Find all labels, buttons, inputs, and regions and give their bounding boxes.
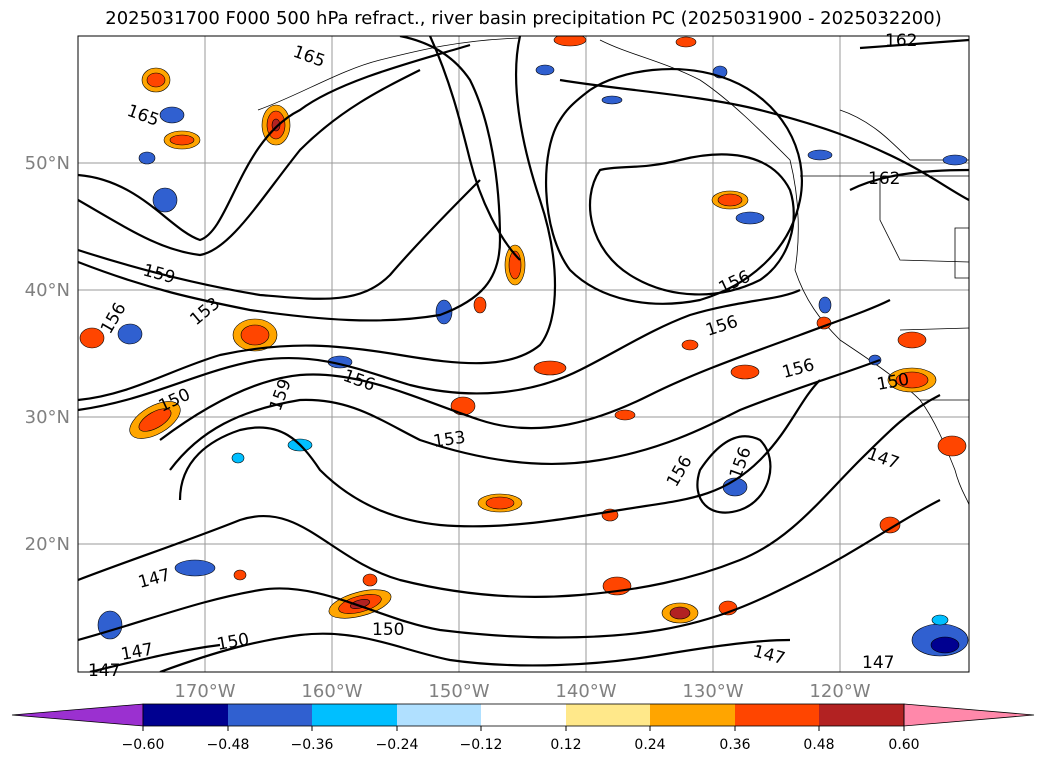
- colorbar-bin: [650, 704, 735, 726]
- colorbar-tick-label: −0.36: [291, 737, 334, 753]
- lat-label: 30°N: [25, 407, 70, 428]
- colorbar-tick-label: 0.48: [803, 737, 834, 753]
- contour-label: 153: [432, 428, 467, 452]
- colorbar-tick-label: 0.24: [634, 737, 665, 753]
- contour-label: 162: [868, 169, 900, 189]
- lon-label: 170°W: [174, 681, 235, 702]
- longitude-labels: 170°W 160°W 150°W 140°W 130°W 120°W: [174, 681, 870, 702]
- colorbar-tick-label: 0.12: [550, 737, 581, 753]
- lon-label: 130°W: [682, 681, 743, 702]
- map-frame: [77, 35, 970, 673]
- colorbar-tick-label: −0.24: [376, 737, 419, 753]
- lon-label: 160°W: [301, 681, 362, 702]
- colorbar-bin: [143, 704, 228, 726]
- colorbar-bin: [312, 704, 397, 726]
- contour-label: 150: [372, 620, 404, 640]
- colorbar-bin: [481, 704, 566, 726]
- lon-label: 140°W: [555, 681, 616, 702]
- colorbar-outline: [142, 703, 905, 727]
- refractivity-contours: [78, 36, 969, 672]
- colorbar-bin: [566, 704, 650, 726]
- colorbar-bin: [735, 704, 819, 726]
- lat-label: 50°N: [25, 153, 70, 174]
- lon-label: 120°W: [809, 681, 870, 702]
- colorbar-tick-label: −0.48: [207, 737, 250, 753]
- colorbar-tick-label: −0.12: [460, 737, 503, 753]
- colorbar-bin: [397, 704, 481, 726]
- contour-label: 162: [885, 31, 917, 51]
- graticule: [78, 36, 969, 672]
- colorbar-tick-label: 0.36: [719, 737, 750, 753]
- colorbar: −0.60 −0.48 −0.36 −0.24 −0.12 0.12 0.24 …: [11, 703, 1035, 753]
- lat-label: 40°N: [25, 280, 70, 301]
- map-title: 2025031700 F000 500 hPa refract., river …: [105, 8, 942, 29]
- latitude-labels: 50°N 40°N 30°N 20°N: [25, 153, 70, 555]
- lat-label: 20°N: [25, 534, 70, 555]
- colorbar-bin: [228, 704, 312, 726]
- colorbar-tick-label: −0.60: [122, 737, 165, 753]
- colorbar-bin: [819, 704, 904, 726]
- contour-label: 147: [88, 661, 120, 681]
- colorbar-over-arrow: [903, 703, 1035, 727]
- colorbar-tick-label: 0.60: [888, 737, 919, 753]
- precip-anomaly-fill: [79, 36, 969, 657]
- lon-label: 150°W: [428, 681, 489, 702]
- colorbar-under-arrow: [11, 703, 144, 727]
- contour-label: 147: [862, 653, 894, 673]
